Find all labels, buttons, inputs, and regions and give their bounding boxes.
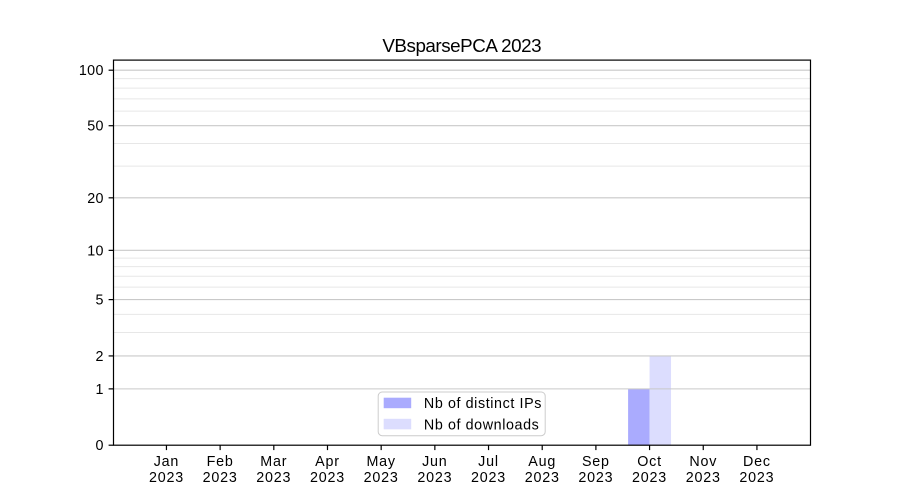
svg-text:Aug: Aug — [528, 454, 556, 470]
svg-text:Jul: Jul — [478, 454, 499, 470]
svg-text:May: May — [366, 454, 395, 470]
svg-text:50: 50 — [87, 119, 104, 135]
svg-text:Jan: Jan — [154, 454, 179, 470]
svg-text:2: 2 — [96, 349, 104, 365]
svg-text:2023: 2023 — [686, 470, 721, 486]
svg-text:1: 1 — [96, 382, 104, 398]
svg-text:Nb of downloads: Nb of downloads — [424, 417, 540, 433]
svg-text:2023: 2023 — [256, 470, 291, 486]
svg-text:2023: 2023 — [739, 470, 774, 486]
svg-text:2023: 2023 — [417, 470, 452, 486]
svg-text:Sep: Sep — [582, 454, 610, 470]
svg-text:Jun: Jun — [422, 454, 447, 470]
svg-text:Oct: Oct — [637, 454, 662, 470]
svg-text:10: 10 — [87, 243, 104, 259]
svg-text:Dec: Dec — [743, 454, 771, 470]
svg-text:2023: 2023 — [632, 470, 667, 486]
svg-text:0: 0 — [96, 438, 104, 454]
svg-text:2023: 2023 — [310, 470, 345, 486]
svg-text:Apr: Apr — [315, 454, 340, 470]
svg-text:Feb: Feb — [207, 454, 234, 470]
svg-text:VBsparsePCA 2023: VBsparsePCA 2023 — [382, 35, 541, 56]
svg-text:2023: 2023 — [364, 470, 399, 486]
svg-text:Mar: Mar — [260, 454, 287, 470]
svg-text:2023: 2023 — [471, 470, 506, 486]
svg-text:Nov: Nov — [689, 454, 717, 470]
svg-text:2023: 2023 — [525, 470, 560, 486]
svg-text:5: 5 — [96, 293, 104, 309]
svg-text:Nb of distinct IPs: Nb of distinct IPs — [424, 396, 542, 412]
svg-text:2023: 2023 — [203, 470, 238, 486]
svg-text:2023: 2023 — [578, 470, 613, 486]
svg-text:2023: 2023 — [149, 470, 184, 486]
svg-text:20: 20 — [87, 191, 104, 207]
svg-text:100: 100 — [79, 63, 104, 79]
